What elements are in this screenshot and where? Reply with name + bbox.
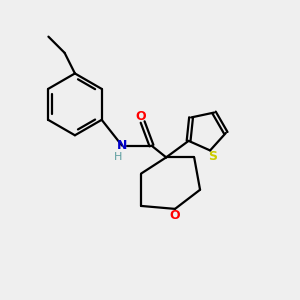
Text: S: S bbox=[208, 150, 217, 163]
Text: O: O bbox=[135, 110, 146, 123]
Text: O: O bbox=[170, 209, 180, 222]
Text: N: N bbox=[117, 139, 127, 152]
Text: H: H bbox=[113, 152, 122, 162]
